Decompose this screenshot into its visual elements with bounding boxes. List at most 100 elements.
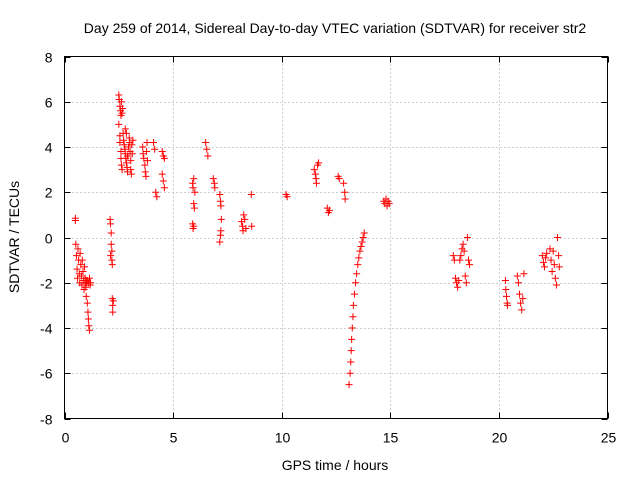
data-point [143, 138, 151, 146]
x-tick-label: 5 [170, 430, 178, 446]
data-point [143, 148, 151, 156]
data-point [466, 261, 474, 269]
data-point [216, 191, 224, 199]
data-point [107, 240, 115, 248]
data-point [463, 234, 471, 241]
data-point [108, 261, 116, 269]
data-point [191, 188, 199, 196]
data-point [158, 148, 166, 156]
data-point [539, 258, 547, 266]
data-point [359, 234, 367, 241]
data-point [504, 301, 512, 309]
data-point [462, 279, 470, 287]
data-point [514, 279, 522, 287]
x-tick-label: 25 [601, 430, 617, 446]
data-point [121, 125, 129, 133]
data-point [115, 120, 123, 128]
data-point [82, 276, 90, 284]
data-point [502, 286, 510, 294]
data-point [74, 245, 82, 253]
data-point [85, 326, 93, 334]
data-point [120, 141, 128, 149]
data-point [73, 265, 81, 273]
data-point [190, 222, 198, 230]
data-point [455, 276, 463, 284]
data-point [139, 143, 147, 151]
data-point [203, 145, 211, 153]
data-point [117, 161, 125, 169]
data-point [217, 202, 225, 210]
x-tick-label: 15 [383, 430, 399, 446]
y-tick-label: -2 [40, 276, 53, 292]
data-point [518, 306, 526, 314]
data-point [454, 283, 462, 291]
data-point [211, 184, 219, 192]
data-point [242, 224, 250, 232]
data-point [356, 247, 364, 255]
axis-ticks [64, 56, 609, 420]
data-point [141, 168, 149, 176]
data-point [335, 175, 343, 183]
y-tick-label: -8 [40, 412, 53, 428]
data-point [118, 166, 126, 174]
y-tick-label: 2 [45, 185, 53, 201]
data-point [542, 254, 550, 262]
x-axis-label: GPS time / hours [282, 457, 389, 473]
data-point [143, 157, 151, 165]
data-point [128, 150, 136, 158]
data-point [503, 292, 511, 300]
data-point [456, 256, 464, 264]
data-point [150, 138, 158, 146]
data-point [120, 136, 128, 144]
data-point [142, 172, 150, 180]
data-point [385, 200, 393, 208]
data-point [190, 200, 198, 208]
data-point [160, 184, 168, 192]
data-point [77, 261, 85, 269]
data-point [151, 145, 159, 153]
data-point [216, 231, 224, 239]
data-point [122, 159, 130, 167]
data-point [117, 148, 125, 156]
data-point [118, 109, 126, 117]
data-point [449, 252, 457, 260]
data-point [552, 281, 560, 289]
data-point [513, 272, 521, 280]
data-point [128, 141, 136, 149]
data-point [464, 256, 472, 264]
tick-labels: 0 5 10 15 20 25 -8 -6 -4 -2 0 2 4 6 8 [40, 50, 616, 446]
data-point [548, 267, 556, 275]
data-point [209, 175, 217, 183]
data-point [84, 308, 92, 316]
data-point [519, 295, 527, 303]
data-point [79, 267, 87, 275]
data-point [204, 152, 212, 160]
data-point [461, 272, 469, 280]
data-point [74, 274, 82, 282]
data-point [117, 98, 125, 106]
data-point [551, 274, 559, 282]
data-point [152, 188, 160, 196]
data-point [360, 229, 368, 237]
data-point [119, 105, 127, 113]
data-point [80, 263, 88, 271]
data-point [247, 191, 255, 199]
data-point [83, 299, 91, 307]
data-point [159, 177, 167, 185]
data-point [190, 204, 198, 212]
data-point [78, 256, 86, 264]
data-point [550, 261, 558, 269]
data-point [127, 166, 135, 174]
data-point [346, 369, 354, 377]
data-point [311, 170, 319, 178]
data-point [123, 152, 131, 160]
data-point [107, 229, 115, 237]
data-point [460, 247, 468, 255]
data-point [160, 154, 168, 162]
data-point [107, 220, 115, 228]
data-point [459, 240, 467, 248]
data-point [501, 276, 509, 284]
data-point [202, 138, 210, 146]
y-tick-label: 6 [45, 95, 53, 111]
